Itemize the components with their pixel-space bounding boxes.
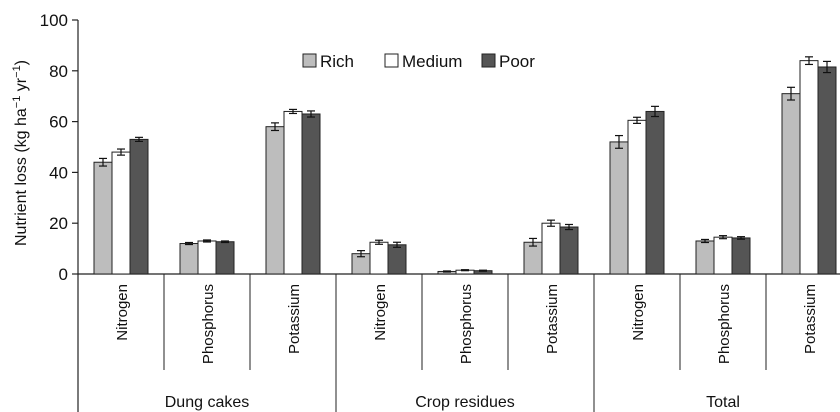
x-tick-label: Phosphorus (716, 284, 733, 364)
y-axis-title-part: −1 (11, 96, 23, 109)
legend-swatch-poor (481, 53, 496, 68)
bar-rich (609, 141, 629, 275)
bar-rich (695, 240, 715, 275)
legend-label: Medium (402, 52, 462, 71)
x-tick-label: Phosphorus (200, 284, 217, 364)
y-axis-title-part: −1 (11, 65, 23, 78)
y-axis-title-part: Nutrient loss (kg ha (13, 108, 30, 246)
x-tick-label: Potassium (802, 284, 819, 354)
y-tick-label: 20 (49, 214, 68, 233)
bar-poor (817, 66, 837, 275)
y-tick-label: 60 (49, 113, 68, 132)
bar-rich (265, 126, 285, 275)
y-axis-title-part: ) (13, 60, 30, 65)
x-tick-label: Potassium (286, 284, 303, 354)
bar-rich (93, 161, 113, 275)
bar-poor (215, 241, 235, 275)
y-tick-label: 80 (49, 62, 68, 81)
bar-rich (523, 241, 543, 275)
legend-swatch-rich (302, 53, 317, 68)
y-axis-title: Nutrient loss (kg ha−1 yr−1) (11, 60, 30, 246)
bar-poor (559, 226, 579, 275)
y-tick-label: 0 (59, 265, 68, 284)
y-tick-label: 100 (40, 11, 68, 30)
x-tick-label: Nitrogen (114, 284, 131, 341)
legend-label: Rich (320, 52, 354, 71)
x-tick-label: Nitrogen (372, 284, 389, 341)
x-tick-label: Phosphorus (458, 284, 475, 364)
bar-medium (369, 241, 389, 275)
bar-medium (111, 151, 131, 275)
bar-medium (283, 110, 303, 275)
x-tick-label: Potassium (544, 284, 561, 354)
bar-poor (387, 244, 407, 275)
y-axis-title-part: yr (13, 77, 30, 95)
bar-medium (541, 222, 561, 275)
bar-medium (799, 60, 819, 275)
group-label: Dung cakes (165, 394, 250, 411)
y-tick-label: 40 (49, 163, 68, 182)
bar-rich (179, 243, 199, 275)
bar-rich (781, 93, 801, 275)
group-label: Crop residues (415, 394, 515, 411)
bar-medium (197, 240, 217, 275)
bar-poor (301, 113, 321, 275)
bar-medium (627, 119, 647, 275)
legend-label: Poor (499, 52, 535, 71)
bar-poor (731, 237, 751, 275)
x-tick-label: Nitrogen (630, 284, 647, 341)
legend-swatch-medium (384, 53, 399, 68)
bar-poor (129, 138, 149, 275)
group-label: Total (706, 394, 740, 411)
bar-poor (645, 110, 665, 275)
bar-medium (713, 236, 733, 275)
